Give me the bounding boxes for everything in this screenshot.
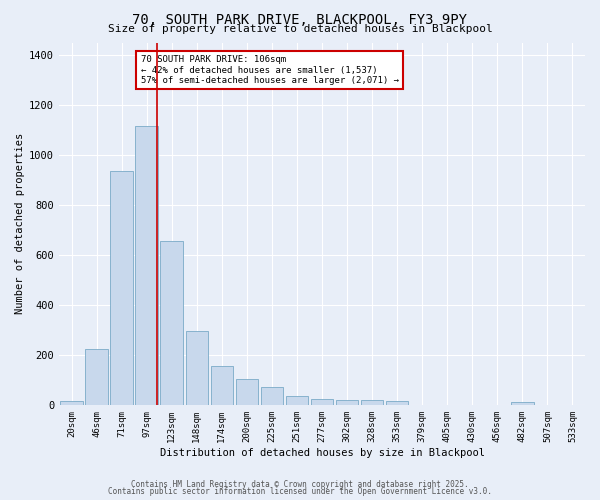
Text: 70 SOUTH PARK DRIVE: 106sqm
← 42% of detached houses are smaller (1,537)
57% of : 70 SOUTH PARK DRIVE: 106sqm ← 42% of det… [140,55,398,85]
Text: Size of property relative to detached houses in Blackpool: Size of property relative to detached ho… [107,24,493,34]
Bar [286,396,308,405]
Bar [311,398,333,405]
Bar [336,400,358,405]
Bar [361,400,383,405]
Bar [511,402,533,405]
Text: 70, SOUTH PARK DRIVE, BLACKPOOL, FY3 9PY: 70, SOUTH PARK DRIVE, BLACKPOOL, FY3 9PY [133,12,467,26]
Bar [136,126,158,405]
Bar [110,171,133,405]
Bar [236,378,258,405]
Bar [260,388,283,405]
Y-axis label: Number of detached properties: Number of detached properties [15,133,25,314]
X-axis label: Distribution of detached houses by size in Blackpool: Distribution of detached houses by size … [160,448,485,458]
Title: Size of property relative to detached houses in Blackpool: Size of property relative to detached ho… [0,499,1,500]
Text: Contains public sector information licensed under the Open Government Licence v3: Contains public sector information licen… [108,487,492,496]
Bar [60,401,83,405]
Text: Contains HM Land Registry data © Crown copyright and database right 2025.: Contains HM Land Registry data © Crown c… [131,480,469,489]
Bar [185,331,208,405]
Bar [211,366,233,405]
Bar [85,348,108,405]
Bar [160,241,183,405]
Bar [386,401,409,405]
